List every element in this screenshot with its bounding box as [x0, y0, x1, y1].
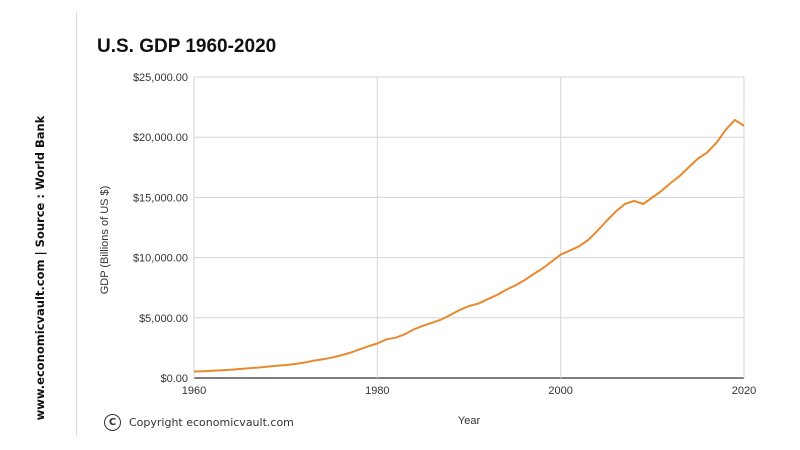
x-axis-label: Year	[458, 415, 481, 427]
y-axis-label: GDP (Billions of US $)	[99, 186, 111, 295]
copyright-text: Copyright economicvault.com	[129, 416, 294, 429]
gdp-series-line	[193, 118, 745, 373]
x-tick-label: 1980	[365, 385, 389, 397]
y-tick-label: $10,000.00	[133, 253, 188, 265]
y-tick-label: $0.00	[160, 373, 188, 385]
chart-title: U.S. GDP 1960-2020	[97, 36, 277, 57]
y-tick-label: $15,000.00	[133, 192, 188, 204]
copyright-icon: C	[104, 414, 121, 431]
left-divider	[76, 12, 77, 436]
y-tick-label: $5,000.00	[139, 313, 188, 325]
x-tick-label: 2000	[548, 385, 572, 397]
y-tick-label: $25,000.00	[133, 72, 188, 84]
copyright-notice: C Copyright economicvault.com	[104, 414, 294, 431]
y-tick-label: $20,000.00	[133, 132, 188, 144]
x-tick-label: 1960	[182, 385, 206, 397]
x-tick-label: 2020	[732, 385, 756, 397]
